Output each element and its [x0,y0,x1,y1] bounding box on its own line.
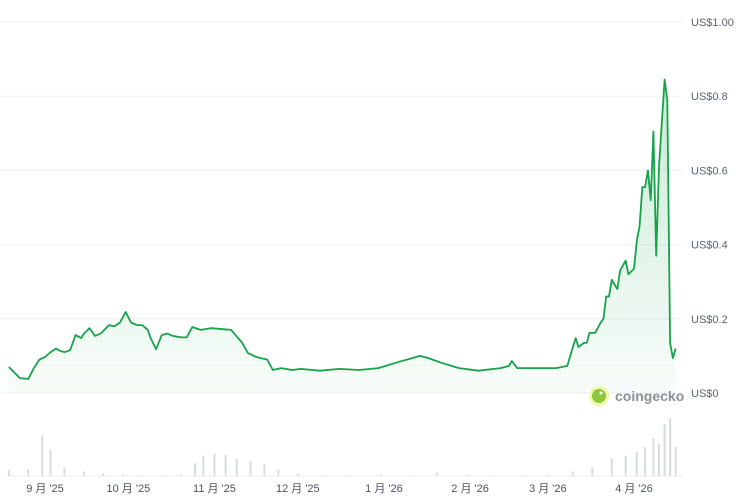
x-tick-label: 1 月 '26 [365,483,403,495]
volume-bar [180,474,183,476]
volume-bar [296,473,299,476]
volume-bar [249,460,252,476]
y-tick-label: US$0.2 [691,314,728,326]
y-tick-label: US$0.6 [691,165,728,177]
x-axis-labels: 9 月 '25 10 月 '25 11 月 '25 12 月 '25 1 月 '26 2 … [26,483,653,495]
volume-bar [610,458,613,476]
volume-bar [121,474,124,476]
volume-bar [658,444,661,476]
volume-bar [160,474,163,476]
x-tick-label: 10 月 '25 [107,483,151,495]
volume-bar [277,470,280,476]
volume-bar [49,449,52,476]
volume-bar [141,474,144,476]
y-tick-label: US$0 [691,388,719,400]
volume-bar [263,464,266,476]
volume-bar [644,447,647,476]
volume-bar [27,469,30,476]
coingecko-logo-icon [592,389,606,403]
price-line [8,78,677,380]
volume-bar [624,455,627,476]
volume-bar [321,474,324,476]
volume-bar [380,474,383,476]
x-tick-label: 12 月 '25 [276,483,320,495]
volume-bar [194,463,197,476]
volume-bar [224,455,227,476]
volume-bar [407,474,410,476]
volume-bar [213,453,216,476]
volume-bar [63,467,66,476]
volume-bar [494,474,497,476]
x-tick-label: 4 月 '26 [615,483,653,495]
volume-bar [652,438,655,476]
y-tick-label: US$1.00 [691,17,734,29]
volume-bar [41,435,44,476]
volume-bar [7,470,10,476]
volume-bar [521,474,524,476]
volume-bar [102,473,105,476]
x-tick-label: 11 月 '25 [193,483,236,495]
volume-bar [635,451,638,476]
volume-bar [591,467,594,476]
volume-bar [669,418,672,476]
x-tick-label: 9 月 '25 [26,483,64,495]
y-axis-labels: US$0 US$0.2 US$0.4 US$0.6 US$0.8 US$1.00 [691,17,734,400]
price-area-pattern [8,79,676,393]
volume-bar [202,455,205,476]
volume-bar [349,474,352,476]
volume-bars [7,418,683,477]
volume-bar [663,423,666,476]
volume-bar [82,471,85,476]
watermark-text: coingecko [615,388,684,404]
y-tick-label: US$0.8 [691,91,728,103]
volume-bar [235,458,238,476]
volume-bar [546,474,549,476]
x-tick-label: 3 月 '26 [529,483,567,495]
volume-bar [674,447,677,476]
y-tick-label: US$0.4 [691,240,728,252]
x-tick-label: 2 月 '26 [451,483,489,495]
volume-bar [571,471,574,476]
volume-bar [466,474,469,476]
volume-bar [435,472,438,476]
coingecko-watermark: coingecko [589,386,684,406]
